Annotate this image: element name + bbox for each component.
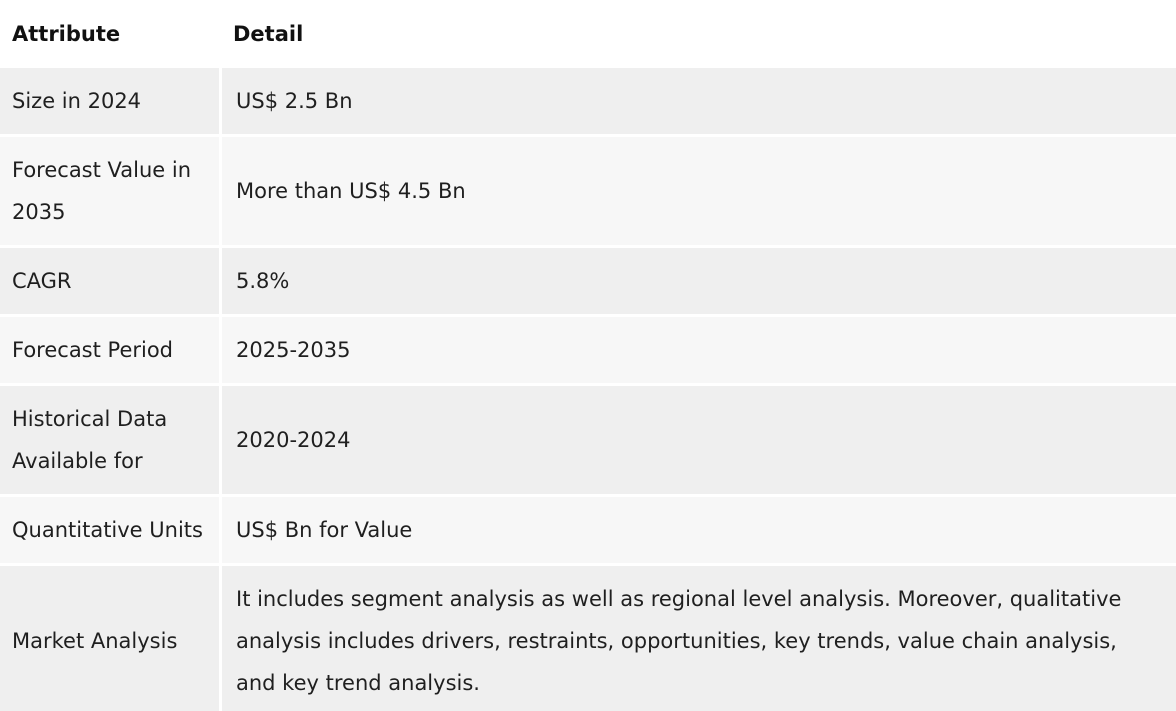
table-row: CAGR 5.8% — [0, 248, 1176, 317]
table-row: Forecast Value in 2035 More than US$ 4.5… — [0, 137, 1176, 248]
detail-cell: 5.8% — [219, 248, 1176, 317]
detail-cell: US$ 2.5 Bn — [219, 68, 1176, 137]
header-detail: Detail — [219, 0, 1176, 68]
detail-cell: More than US$ 4.5 Bn — [219, 137, 1176, 248]
detail-cell: It includes segment analysis as well as … — [219, 566, 1176, 711]
table-row: Market Analysis It includes segment anal… — [0, 566, 1176, 711]
table-row: Size in 2024 US$ 2.5 Bn — [0, 68, 1176, 137]
detail-cell: 2020-2024 — [219, 386, 1176, 497]
table-header: Attribute Detail — [0, 0, 1176, 68]
attribute-cell: Quantitative Units — [0, 497, 219, 566]
table-body: Size in 2024 US$ 2.5 Bn Forecast Value i… — [0, 68, 1176, 711]
table-row: Forecast Period 2025-2035 — [0, 317, 1176, 386]
header-attribute: Attribute — [0, 0, 219, 68]
attribute-cell: Market Analysis — [0, 566, 219, 711]
detail-cell: 2025-2035 — [219, 317, 1176, 386]
header-row: Attribute Detail — [0, 0, 1176, 68]
attribute-cell: Size in 2024 — [0, 68, 219, 137]
attribute-cell: Forecast Value in 2035 — [0, 137, 219, 248]
table-row: Historical Data Available for 2020-2024 — [0, 386, 1176, 497]
detail-cell: US$ Bn for Value — [219, 497, 1176, 566]
attribute-cell: Forecast Period — [0, 317, 219, 386]
attribute-cell: CAGR — [0, 248, 219, 317]
attribute-cell: Historical Data Available for — [0, 386, 219, 497]
table-row: Quantitative Units US$ Bn for Value — [0, 497, 1176, 566]
